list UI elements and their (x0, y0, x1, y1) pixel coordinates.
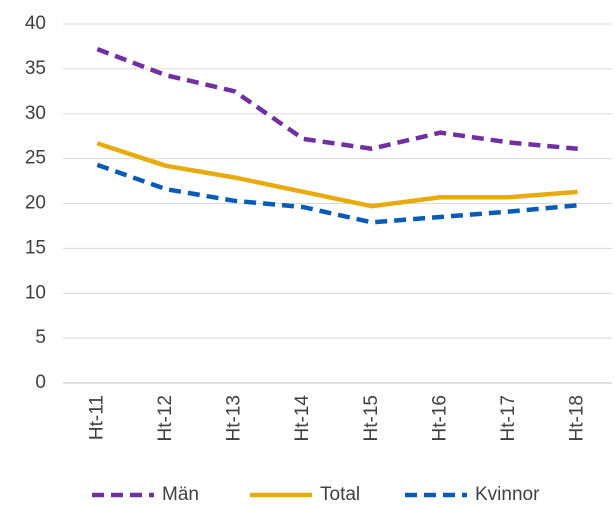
y-tick-label: 10 (25, 282, 46, 303)
y-tick-label: 20 (25, 193, 46, 214)
y-tick-label: 25 (25, 148, 46, 169)
series-line (96, 47, 578, 152)
legend-label: Total (320, 484, 360, 505)
series-line (96, 162, 578, 225)
y-tick-label: 15 (25, 237, 46, 258)
x-tick-label: Ht-14 (292, 395, 313, 442)
x-tick-label: Ht-16 (429, 395, 450, 441)
x-tick-label: Ht-11 (86, 395, 107, 440)
x-tick-label: Ht-12 (155, 395, 176, 441)
y-tick-label: 0 (35, 372, 46, 393)
y-tick-label: 35 (25, 58, 46, 79)
legend-label: Män (162, 484, 199, 505)
x-tick-label: Ht-17 (498, 395, 519, 441)
x-tick-label: Ht-18 (567, 395, 588, 441)
x-tick-label: Ht-13 (224, 395, 245, 441)
series-line (96, 141, 578, 209)
x-tick-label: Ht-15 (361, 395, 382, 441)
legend-label: Kvinnor (475, 484, 540, 505)
y-tick-label: 30 (25, 103, 46, 124)
y-tick-label: 5 (35, 327, 46, 348)
y-tick-label: 40 (25, 13, 46, 34)
